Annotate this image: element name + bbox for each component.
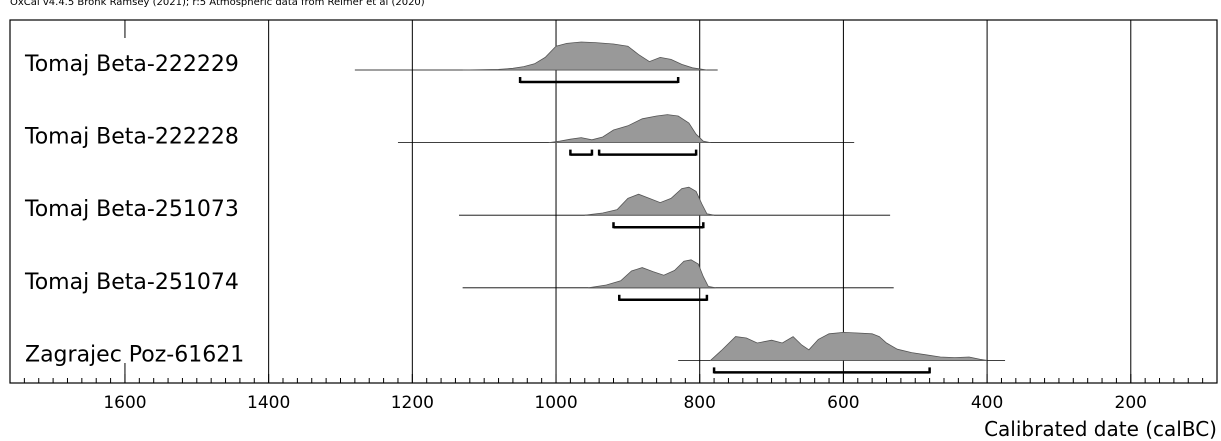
row-0 [354, 41, 718, 84]
distribution-1 [548, 114, 711, 143]
row-3 [462, 259, 894, 302]
x-axis-title: Calibrated date (calBC) [984, 417, 1217, 441]
x-axis: 1600 1400 1200 1000 800 600 400 200 [9, 374, 1218, 413]
chart-header: OxCal v4.4.5 Bronk Ramsey (2021); r:5 At… [10, 0, 425, 8]
distribution-4 [709, 331, 988, 361]
row-2 [459, 186, 891, 229]
distribution-0 [462, 41, 707, 71]
row-label-4: Zagrajec Poz-61621 [25, 342, 244, 367]
row-label-2: Tomaj Beta-251073 [24, 197, 239, 222]
tick-label-600: 600 [827, 393, 859, 413]
distribution-3 [588, 259, 716, 289]
tick-label-1200: 1200 [391, 393, 434, 413]
row-1 [397, 114, 855, 156]
row-label-0: Tomaj Beta-222229 [24, 52, 239, 77]
row-4 [678, 331, 1006, 374]
row-label-3: Tomaj Beta-251074 [24, 270, 239, 295]
row-labels: Tomaj Beta-222229 Tomaj Beta-222228 Tomaj … [24, 52, 244, 367]
tick-label-400: 400 [971, 393, 1003, 413]
probability-distributions [354, 41, 1006, 374]
tick-label-200: 200 [1115, 393, 1147, 413]
tick-label-1400: 1400 [247, 393, 290, 413]
row-label-1: Tomaj Beta-222228 [24, 125, 239, 150]
distribution-2 [584, 186, 715, 216]
vertical-grid [124, 20, 1132, 383]
tick-label-1600: 1600 [103, 393, 146, 413]
tick-label-1000: 1000 [534, 393, 577, 413]
tick-label-800: 800 [683, 393, 715, 413]
